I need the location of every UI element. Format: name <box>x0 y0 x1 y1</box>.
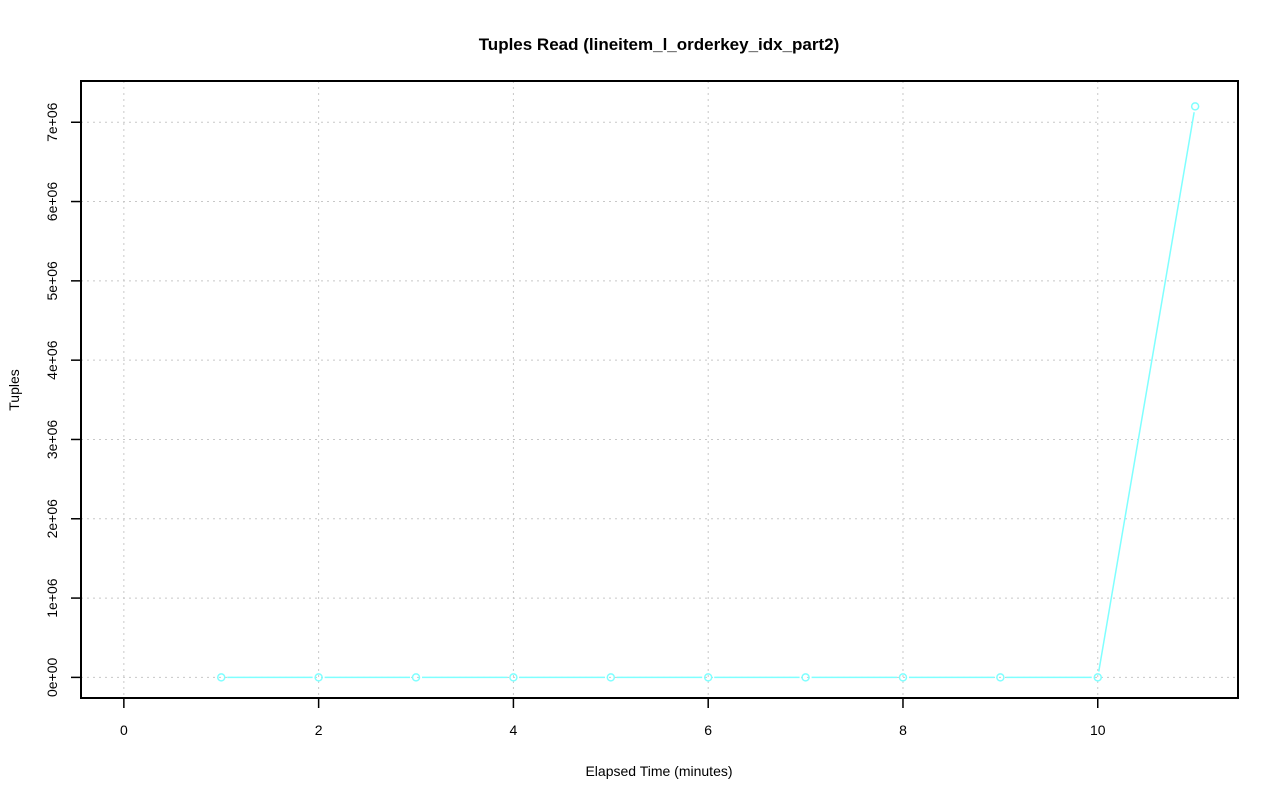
grid <box>81 81 1238 698</box>
y-tick-label: 5e+06 <box>44 261 60 301</box>
y-tick-label: 2e+06 <box>44 499 60 539</box>
plot-frame <box>80 80 1239 699</box>
data-point <box>411 673 421 682</box>
chart-title: Tuples Read (lineitem_l_orderkey_idx_par… <box>479 35 840 54</box>
y-tick-label: 6e+06 <box>44 182 60 222</box>
series <box>216 102 1200 682</box>
y-axis-label: Tuples <box>6 369 22 411</box>
data-point <box>996 673 1005 682</box>
x-tick-label: 10 <box>1090 722 1106 738</box>
data-point <box>314 673 323 682</box>
y-tick-label: 3e+06 <box>44 420 60 460</box>
data-point <box>703 673 713 682</box>
data-point <box>606 673 616 682</box>
data-point <box>216 673 226 682</box>
axes: 0 2 4 6 8 10 0e+00 1e+06 2e+06 3e+06 4e+06 5e+06 6e+… <box>44 102 1106 738</box>
series-line-segment <box>1098 112 1195 672</box>
y-tick-label: 4e+06 <box>44 340 60 380</box>
x-tick-label: 6 <box>704 722 712 738</box>
x-tick-label: 8 <box>899 722 907 738</box>
y-tick-label: 7e+06 <box>44 102 60 142</box>
data-point <box>509 673 518 682</box>
data-point <box>1190 102 1200 111</box>
y-tick-label: 0e+00 <box>44 658 60 698</box>
x-tick-label: 2 <box>315 722 323 738</box>
x-axis-label: Elapsed Time (minutes) <box>585 763 732 779</box>
x-tick-label: 0 <box>120 722 128 738</box>
y-tick-label: 1e+06 <box>44 578 60 618</box>
data-point <box>801 673 810 682</box>
x-tick-label: 4 <box>510 722 518 738</box>
data-point <box>1093 673 1103 682</box>
data-point <box>898 673 908 682</box>
